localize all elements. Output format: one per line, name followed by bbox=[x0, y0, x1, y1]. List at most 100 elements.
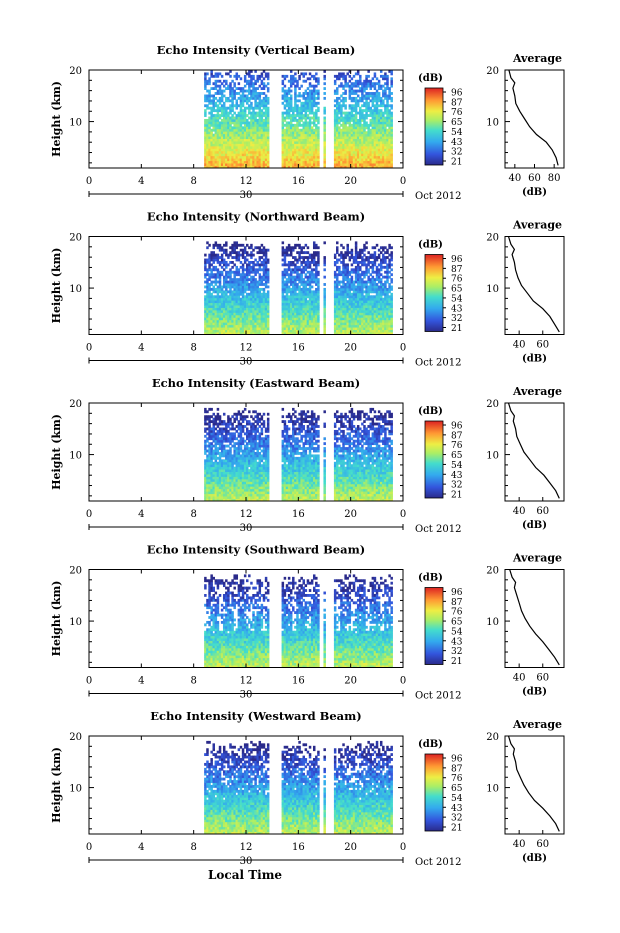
avg-x-tick-label: 60 bbox=[528, 173, 541, 184]
average-profile-line bbox=[509, 70, 558, 165]
colorbar-unit: (dB) bbox=[418, 739, 443, 750]
colorbar-tick-label: 96 bbox=[451, 89, 463, 99]
x-tick-label: 16 bbox=[292, 343, 305, 354]
heatmap-cells bbox=[204, 574, 393, 667]
x-tick-label: 20 bbox=[344, 676, 357, 687]
colorbar bbox=[425, 88, 443, 165]
x-tick-label: 20 bbox=[344, 343, 357, 354]
colorbar-tick-label: 76 bbox=[451, 108, 463, 118]
x-tick-label: 0 bbox=[86, 176, 92, 187]
colorbar-tick-label: 21 bbox=[451, 657, 462, 667]
colorbar-tick-label: 32 bbox=[451, 647, 462, 657]
colorbar-unit: (dB) bbox=[418, 406, 443, 417]
y-axis-label: Height (km) bbox=[50, 81, 63, 157]
y-tick-label: 20 bbox=[69, 233, 82, 244]
average-x-label: (dB) bbox=[522, 687, 547, 698]
colorbar-tick-label: 96 bbox=[451, 255, 463, 265]
colorbar-tick-label: 65 bbox=[451, 618, 463, 628]
colorbar bbox=[425, 588, 443, 665]
avg-x-tick-label: 60 bbox=[536, 506, 549, 517]
x-tick-label: 0 bbox=[400, 343, 406, 354]
x-axis-label: Local Time bbox=[208, 868, 282, 882]
colorbar-tick-label: 76 bbox=[451, 441, 463, 451]
colorbar-tick-label: 87 bbox=[451, 98, 463, 108]
echo-intensity-figure: Echo Intensity (Vertical Beam)0481216200… bbox=[0, 0, 620, 929]
day-label: 30 bbox=[240, 856, 253, 867]
x-tick-label: 16 bbox=[292, 509, 305, 520]
avg-x-tick-label: 60 bbox=[536, 839, 549, 850]
y-tick-label: 20 bbox=[69, 66, 82, 77]
y-tick-label: 10 bbox=[69, 451, 82, 462]
day-label: 30 bbox=[240, 690, 253, 701]
panel-title: Echo Intensity (Southward Beam) bbox=[147, 543, 365, 557]
x-tick-label: 0 bbox=[86, 842, 92, 853]
x-tick-label: 4 bbox=[138, 842, 144, 853]
y-tick-label: 10 bbox=[69, 617, 82, 628]
figure-stage: Echo Intensity (Vertical Beam)0481216200… bbox=[0, 0, 620, 929]
date-label: Oct 2012 bbox=[415, 358, 461, 369]
avg-y-tick-label: 20 bbox=[486, 732, 499, 743]
colorbar-tick-label: 21 bbox=[451, 824, 462, 834]
x-tick-label: 0 bbox=[400, 842, 406, 853]
x-tick-label: 8 bbox=[190, 676, 196, 687]
colorbar-tick-label: 32 bbox=[451, 814, 462, 824]
avg-x-tick-label: 60 bbox=[536, 673, 549, 684]
x-tick-label: 8 bbox=[190, 842, 196, 853]
date-label: Oct 2012 bbox=[415, 691, 461, 702]
avg-x-tick-label: 40 bbox=[513, 506, 526, 517]
x-tick-label: 0 bbox=[400, 509, 406, 520]
heatmap-cells bbox=[204, 408, 393, 502]
heatmap-cells bbox=[204, 741, 393, 834]
colorbar-tick-label: 43 bbox=[451, 804, 463, 814]
avg-y-tick-label: 10 bbox=[486, 617, 499, 628]
panel-title: Echo Intensity (Westward Beam) bbox=[150, 709, 361, 723]
colorbar-tick-label: 43 bbox=[451, 471, 463, 481]
panel-title: Echo Intensity (Vertical Beam) bbox=[157, 43, 356, 57]
average-profile-line bbox=[509, 237, 560, 332]
colorbar-tick-label: 21 bbox=[451, 491, 462, 501]
day-label: 30 bbox=[240, 190, 253, 201]
x-tick-label: 16 bbox=[292, 842, 305, 853]
average-title: Average bbox=[512, 552, 562, 565]
avg-y-tick-label: 20 bbox=[486, 66, 499, 77]
colorbar-tick-label: 65 bbox=[451, 451, 463, 461]
colorbar-tick-label: 43 bbox=[451, 138, 463, 148]
x-tick-label: 0 bbox=[400, 676, 406, 687]
x-tick-label: 16 bbox=[292, 676, 305, 687]
y-axis-label: Height (km) bbox=[50, 581, 63, 657]
colorbar-tick-label: 87 bbox=[451, 265, 463, 275]
colorbar-tick-label: 54 bbox=[451, 128, 463, 138]
average-axes-frame bbox=[505, 570, 564, 668]
average-x-label: (dB) bbox=[522, 853, 547, 864]
colorbar bbox=[425, 754, 443, 831]
x-tick-label: 4 bbox=[138, 509, 144, 520]
colorbar-tick-label: 87 bbox=[451, 598, 463, 608]
colorbar-tick-label: 43 bbox=[451, 637, 463, 647]
colorbar-unit: (dB) bbox=[418, 240, 443, 251]
avg-y-tick-label: 20 bbox=[486, 233, 499, 244]
y-tick-label: 10 bbox=[69, 118, 82, 129]
heatmap-cells bbox=[204, 241, 393, 335]
colorbar-tick-label: 87 bbox=[451, 431, 463, 441]
average-profile-line bbox=[510, 570, 560, 665]
avg-x-tick-label: 40 bbox=[513, 839, 526, 850]
x-tick-label: 4 bbox=[138, 176, 144, 187]
date-label: Oct 2012 bbox=[415, 524, 461, 535]
x-tick-label: 8 bbox=[190, 176, 196, 187]
x-tick-label: 20 bbox=[344, 176, 357, 187]
colorbar-tick-label: 54 bbox=[451, 461, 463, 471]
avg-y-tick-label: 20 bbox=[486, 399, 499, 410]
colorbar-tick-label: 32 bbox=[451, 314, 462, 324]
date-label: Oct 2012 bbox=[415, 191, 461, 202]
y-axis-label: Height (km) bbox=[50, 747, 63, 823]
avg-x-tick-label: 40 bbox=[513, 340, 526, 351]
avg-y-tick-label: 20 bbox=[486, 566, 499, 577]
average-x-label: (dB) bbox=[522, 354, 547, 365]
colorbar-unit: (dB) bbox=[418, 73, 443, 84]
avg-y-tick-label: 10 bbox=[486, 284, 499, 295]
x-tick-label: 8 bbox=[190, 509, 196, 520]
